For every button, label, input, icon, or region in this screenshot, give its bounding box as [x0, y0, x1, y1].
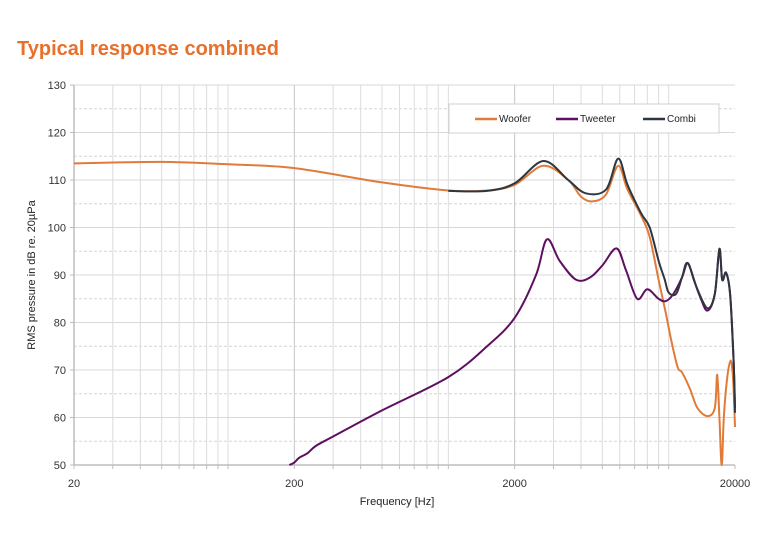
y-tick-label: 130	[48, 80, 66, 92]
x-axis-title: Frequency [Hz]	[360, 496, 435, 508]
series-line-combi	[448, 157, 736, 413]
y-tick-label: 100	[48, 223, 66, 235]
y-tick-label: 120	[48, 128, 66, 140]
grid	[74, 84, 735, 465]
y-axis-title: RMS pressure in dB re. 20µPa	[26, 199, 38, 349]
series-lines	[73, 157, 736, 466]
tick-labels: 50 60 70 80 90 100 110 120 130 20 200 2000 20000	[48, 80, 751, 490]
legend-label-tweeter: Tweeter	[580, 114, 616, 125]
legend-label-woofer: Woofer	[499, 114, 532, 125]
y-tick-label: 60	[54, 413, 66, 425]
x-tick-label: 20000	[720, 478, 751, 490]
x-tick-label: 200	[285, 478, 303, 490]
legend: Woofer Tweeter Combi	[448, 103, 720, 134]
series-line-woofer	[73, 160, 736, 466]
x-tick-label: 20	[68, 478, 80, 490]
y-tick-label: 70	[54, 365, 66, 377]
y-tick-label: 110	[48, 175, 66, 187]
axes	[70, 84, 736, 469]
legend-label-combi: Combi	[667, 114, 696, 125]
series-line-tweeter	[288, 238, 736, 466]
x-tick-label: 2000	[502, 478, 526, 490]
y-tick-label: 80	[54, 318, 66, 330]
y-tick-label: 90	[54, 270, 66, 282]
y-tick-label: 50	[54, 460, 66, 472]
chart-title: Typical response combined	[17, 38, 279, 60]
